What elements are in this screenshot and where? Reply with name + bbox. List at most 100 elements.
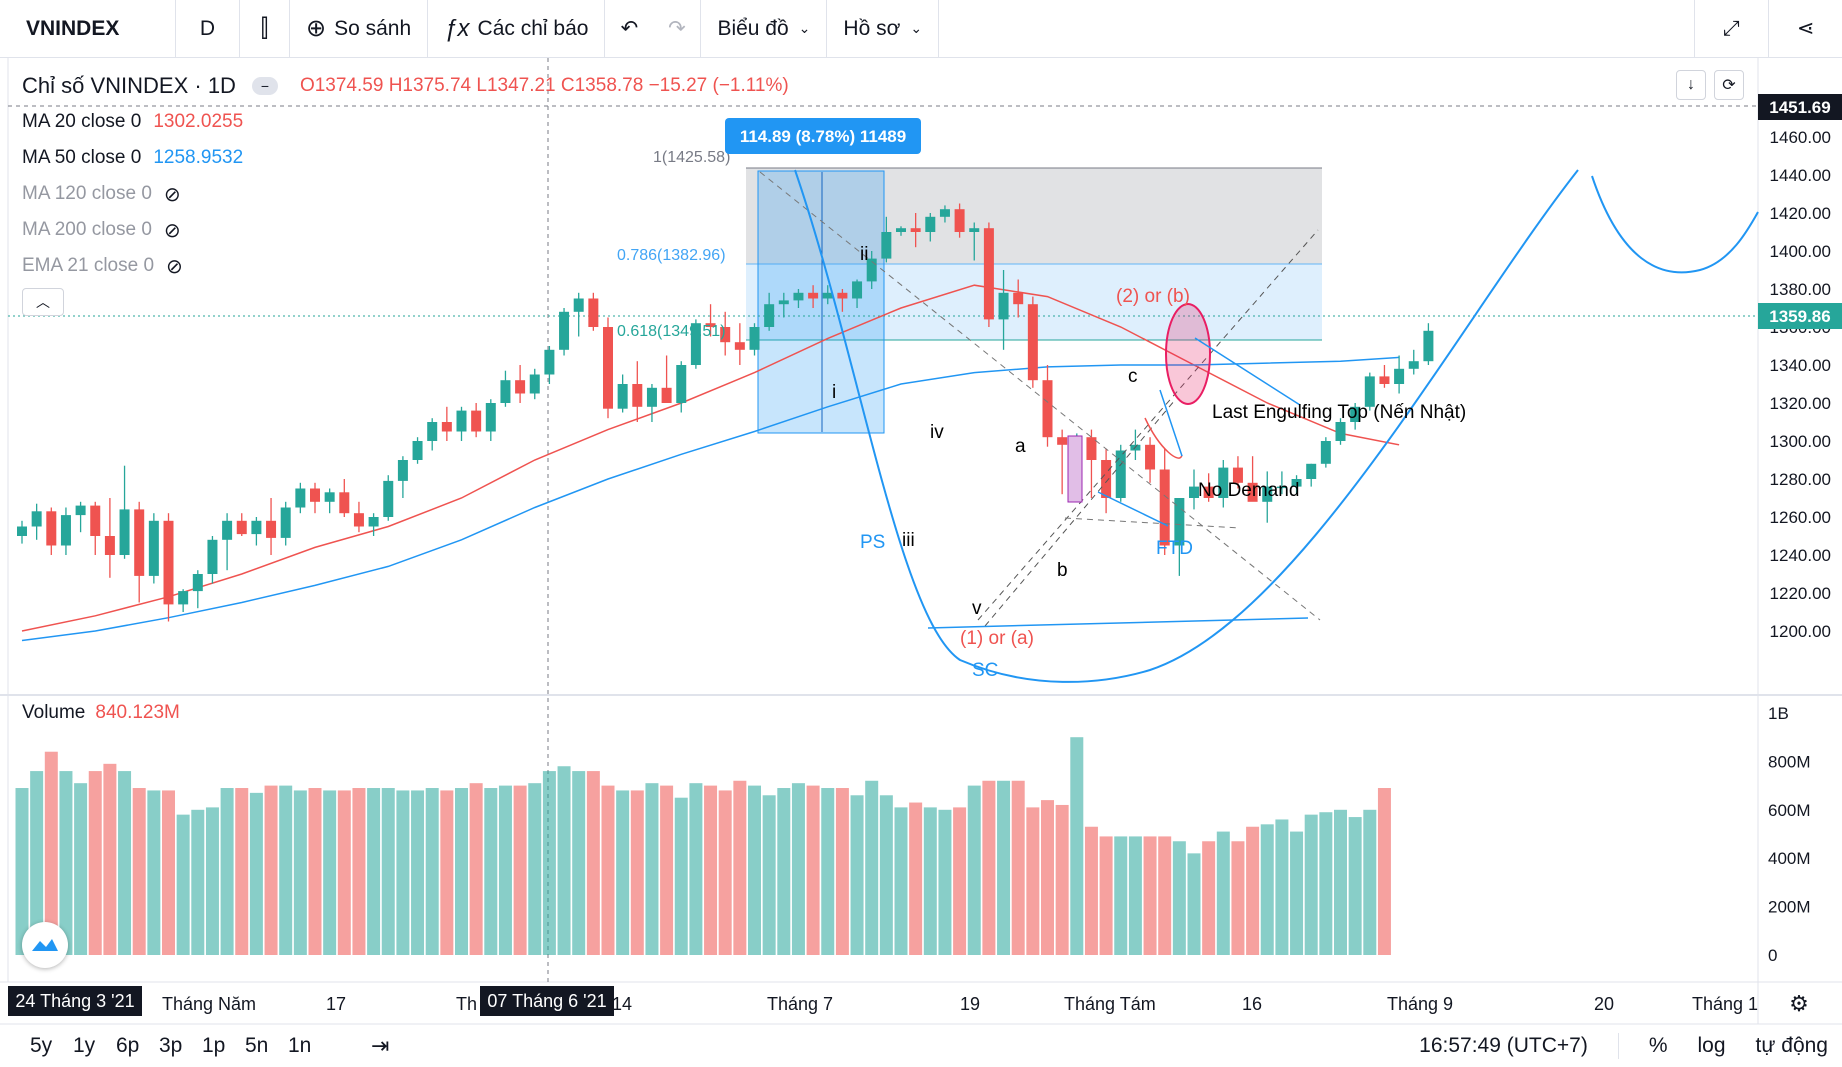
- candle[interactable]: [46, 507, 57, 556]
- candle[interactable]: [1013, 279, 1024, 318]
- candle[interactable]: [236, 513, 247, 536]
- volume-label[interactable]: Volume: [22, 702, 86, 723]
- candle[interactable]: [412, 437, 423, 464]
- candle[interactable]: [1247, 456, 1258, 502]
- candle[interactable]: [764, 292, 775, 331]
- candle[interactable]: [690, 319, 701, 369]
- candle[interactable]: [1232, 456, 1243, 489]
- candle[interactable]: [1174, 498, 1185, 576]
- candle[interactable]: [1218, 460, 1229, 508]
- gear-icon[interactable]: ⚙: [1789, 991, 1809, 1016]
- range-5d[interactable]: 5n: [245, 1033, 269, 1057]
- candle[interactable]: [1364, 372, 1375, 411]
- candle[interactable]: [676, 361, 687, 413]
- candle[interactable]: [75, 501, 86, 533]
- candle[interactable]: [456, 406, 467, 441]
- candle[interactable]: [866, 251, 877, 289]
- candle[interactable]: [353, 501, 364, 533]
- candle[interactable]: [822, 285, 833, 305]
- maximize-button[interactable]: ⟳: [1714, 70, 1744, 100]
- fib-zone-top[interactable]: [746, 168, 1322, 264]
- candle[interactable]: [1408, 349, 1419, 375]
- cup-curve-right[interactable]: [1591, 175, 1759, 274]
- candle[interactable]: [1115, 444, 1126, 502]
- clock-time[interactable]: 16:57:49 (UTC+7): [1419, 1033, 1588, 1057]
- candle[interactable]: [749, 323, 760, 356]
- candle[interactable]: [837, 289, 848, 312]
- candle[interactable]: [1423, 323, 1434, 365]
- ftd-level-line[interactable]: [1064, 517, 1241, 529]
- candle[interactable]: [500, 370, 511, 407]
- candle[interactable]: [368, 513, 379, 536]
- candle[interactable]: [1145, 437, 1156, 483]
- download-button[interactable]: ↓: [1676, 70, 1706, 100]
- candle[interactable]: [778, 292, 789, 318]
- eye-hidden-icon[interactable]: ⊘: [163, 183, 181, 206]
- candle[interactable]: [1306, 463, 1317, 487]
- candle[interactable]: [588, 292, 599, 331]
- redo-button[interactable]: ↷: [653, 0, 702, 58]
- candle[interactable]: [646, 384, 657, 422]
- candle[interactable]: [1335, 418, 1346, 445]
- eye-hidden-icon[interactable]: ⊘: [163, 219, 181, 242]
- candle[interactable]: [397, 456, 408, 498]
- candle[interactable]: [295, 482, 306, 514]
- candle[interactable]: [251, 517, 262, 546]
- indicators-button[interactable]: ƒx Các chỉ báo: [428, 0, 606, 58]
- candle[interactable]: [1057, 429, 1068, 495]
- candle[interactable]: [60, 507, 71, 556]
- percent-toggle[interactable]: %: [1648, 1033, 1668, 1057]
- downtrend-line[interactable]: [759, 171, 1321, 621]
- candle[interactable]: [1291, 475, 1302, 495]
- candle[interactable]: [266, 498, 277, 555]
- candle[interactable]: [310, 482, 320, 514]
- candle[interactable]: [17, 520, 27, 544]
- candle[interactable]: [808, 285, 819, 308]
- engulfing-highlight[interactable]: [1165, 303, 1211, 405]
- chart-type-button[interactable]: Biểu đồ ⌄: [701, 0, 828, 58]
- tradingview-logo[interactable]: [22, 922, 68, 968]
- profile-button[interactable]: Hồ sơ ⌄: [827, 0, 940, 58]
- candle[interactable]: [1394, 355, 1405, 394]
- candle[interactable]: [881, 216, 892, 263]
- candle[interactable]: [471, 403, 482, 438]
- candle[interactable]: [544, 346, 555, 384]
- candle[interactable]: [222, 513, 233, 571]
- candle[interactable]: [324, 488, 335, 514]
- candle[interactable]: [734, 323, 745, 365]
- candle[interactable]: [617, 374, 628, 413]
- candle[interactable]: [983, 222, 994, 328]
- candle[interactable]: [1159, 448, 1170, 555]
- auto-toggle[interactable]: tự động: [1755, 1033, 1828, 1057]
- channel-lower[interactable]: [984, 399, 1176, 627]
- candle[interactable]: [939, 205, 950, 223]
- candle[interactable]: [192, 570, 203, 609]
- fullscreen-button[interactable]: ⤢: [1694, 0, 1768, 58]
- candle[interactable]: [1027, 296, 1038, 388]
- candle[interactable]: [632, 361, 643, 422]
- candle[interactable]: [178, 589, 189, 612]
- candle[interactable]: [573, 292, 584, 337]
- candle-style-button[interactable]: ⫿: [240, 0, 290, 58]
- undo-button[interactable]: ↶: [605, 0, 653, 58]
- ma120-label[interactable]: MA 120 close 0: [22, 183, 152, 204]
- candle[interactable]: [661, 355, 672, 404]
- candle[interactable]: [148, 513, 159, 584]
- minus-icon[interactable]: −: [251, 77, 278, 95]
- candle[interactable]: [969, 222, 980, 261]
- candle[interactable]: [998, 270, 1009, 350]
- candle[interactable]: [559, 308, 570, 356]
- candle[interactable]: [207, 536, 218, 584]
- range-5y[interactable]: 5y: [30, 1033, 53, 1057]
- compare-button[interactable]: ⊕ So sánh: [290, 0, 429, 58]
- candle[interactable]: [793, 289, 804, 308]
- range-6m[interactable]: 6p: [116, 1033, 140, 1057]
- support-line[interactable]: [927, 617, 1309, 629]
- eye-hidden-icon[interactable]: ⊘: [166, 255, 183, 278]
- candle[interactable]: [427, 418, 438, 451]
- ma50-label[interactable]: MA 50 close 0: [22, 147, 142, 168]
- candle[interactable]: [31, 503, 42, 540]
- log-toggle[interactable]: log: [1697, 1033, 1726, 1057]
- candle[interactable]: [163, 513, 174, 622]
